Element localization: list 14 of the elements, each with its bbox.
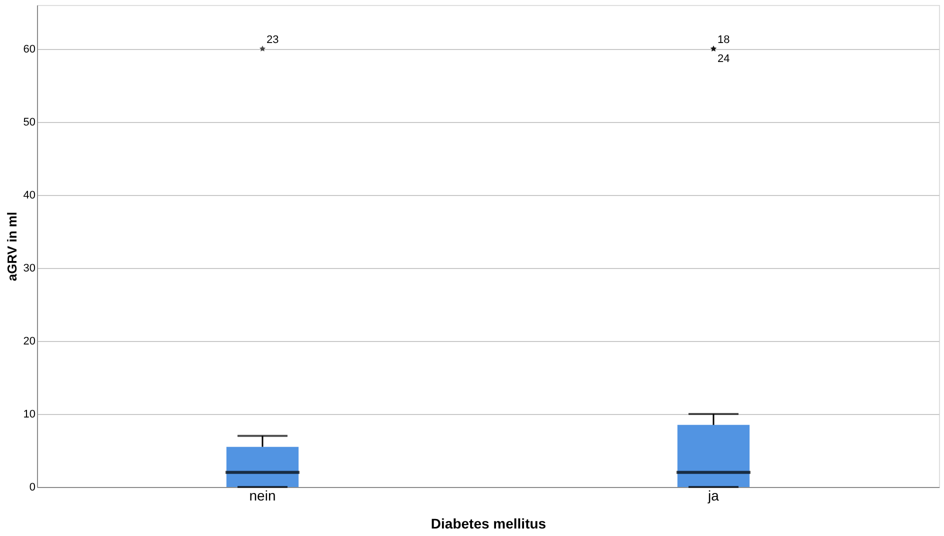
y-tick-label: 0 — [29, 482, 36, 494]
y-tick-label: 20 — [23, 335, 36, 348]
y-tick-label: 30 — [23, 262, 36, 274]
annotation: 23 — [266, 34, 279, 46]
y-tick-label: 50 — [23, 116, 36, 128]
x-tick-label: ja — [707, 488, 720, 504]
y-tick-label: 40 — [23, 189, 36, 202]
x-axis-title: Diabetes mellitus — [430, 516, 546, 532]
y-tick-label: 10 — [23, 408, 36, 420]
annotation: 24 — [718, 52, 730, 65]
annotation: 18 — [718, 34, 730, 46]
y-tick-label: 60 — [23, 43, 36, 56]
y-axis-title: aGRV in ml — [4, 212, 20, 282]
x-tick-label: nein — [249, 488, 276, 504]
